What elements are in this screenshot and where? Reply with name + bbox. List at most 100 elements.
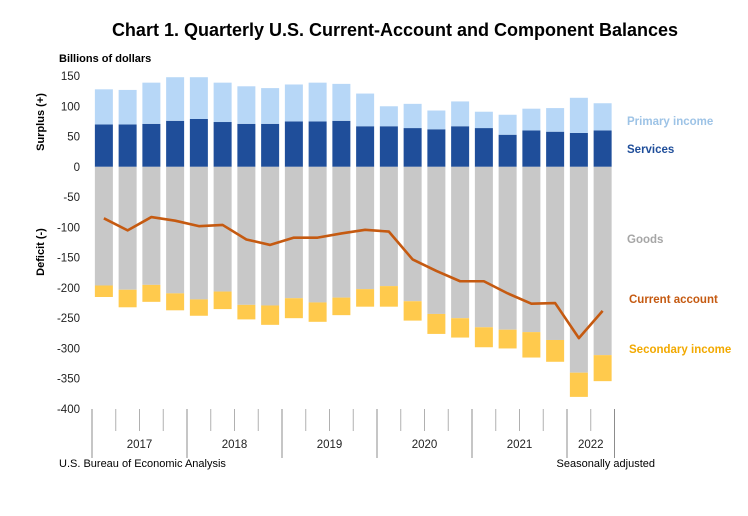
goods-bar — [166, 166, 185, 294]
secondary-income-bar — [189, 299, 208, 316]
secondary-income-bar — [546, 339, 565, 362]
services-bar — [379, 126, 398, 167]
services-bar — [189, 118, 208, 167]
surplus-axis-label: Surplus (+) — [35, 93, 47, 151]
goods-bar — [498, 166, 517, 330]
y-axis: 150 100 50 0 -50 -100 -150 -200 -250 -300 -350 -400 — [57, 71, 80, 416]
secondary-income-bar — [261, 305, 280, 325]
services-bar — [569, 132, 588, 167]
source-note: U.S. Bureau of Economic Analysis — [59, 458, 226, 470]
year-label: 2017 — [127, 439, 153, 451]
y-tick-label: 100 — [61, 101, 80, 113]
services-bar — [308, 121, 327, 167]
services-bar — [142, 123, 161, 167]
primary-income-bar — [474, 111, 493, 129]
y-tick-label: 150 — [61, 71, 80, 83]
services-bar — [118, 124, 137, 167]
goods-bar — [379, 166, 398, 287]
goods-bar — [142, 166, 161, 285]
services-bar — [593, 130, 612, 167]
primary-income-bar — [94, 89, 113, 125]
services-bar — [522, 130, 541, 167]
services-bar — [94, 124, 113, 167]
secondary-income-bar — [498, 329, 517, 349]
y-tick-label: 0 — [74, 162, 80, 174]
goods-bar — [261, 166, 280, 306]
primary-income-bar — [498, 114, 517, 135]
secondary-income-bar — [451, 318, 470, 338]
y-tick-label: -150 — [57, 253, 80, 265]
services-bar — [261, 123, 280, 167]
secondary-income-bar — [213, 291, 232, 310]
services-bar — [213, 122, 232, 167]
services-bar — [237, 123, 256, 167]
primary-income-bar — [166, 77, 185, 121]
x-axis: 2017 2018 2019 2020 2021 2022 — [91, 409, 615, 458]
primary-income-bar — [356, 93, 375, 127]
year-label: 2021 — [507, 439, 533, 451]
secondary-income-bar — [166, 293, 185, 311]
legend-secondary-income: Secondary income — [629, 344, 731, 356]
y-tick-label: -200 — [57, 283, 80, 295]
goods-bar — [593, 166, 612, 356]
primary-income-bar — [213, 82, 232, 123]
primary-income-bar — [403, 103, 422, 129]
secondary-income-bar — [284, 298, 303, 319]
primary-income-bar — [593, 103, 612, 131]
secondary-income-bar — [427, 313, 446, 334]
y-tick-label: -350 — [57, 374, 80, 386]
secondary-income-bar — [94, 285, 113, 297]
secondary-income-bar — [142, 284, 161, 302]
primary-income-bar — [451, 101, 470, 127]
year-label: 2022 — [578, 439, 604, 451]
services-bar — [451, 126, 470, 167]
goods-bar — [237, 166, 256, 305]
year-label: 2019 — [317, 439, 343, 451]
goods-bar — [569, 166, 588, 373]
secondary-income-bar — [379, 286, 398, 307]
goods-bar — [94, 166, 113, 286]
services-bar — [166, 120, 185, 167]
year-label: 2018 — [222, 439, 248, 451]
primary-income-bar — [237, 86, 256, 124]
secondary-income-bar — [593, 355, 612, 382]
goods-bar — [118, 166, 137, 290]
primary-income-bar — [332, 83, 351, 121]
primary-income-bar — [379, 106, 398, 127]
current-account-line — [103, 215, 604, 340]
current-account-series — [103, 215, 604, 340]
year-label: 2020 — [412, 439, 438, 451]
legend-services: Services — [627, 144, 674, 156]
primary-income-bar — [284, 84, 303, 122]
services-bar — [403, 128, 422, 167]
goods-bar — [427, 166, 446, 314]
primary-income-bar — [427, 110, 446, 130]
secondary-income-bar — [522, 332, 541, 358]
primary-income-bar — [569, 97, 588, 133]
secondary-income-bar — [403, 301, 422, 321]
primary-income-bar — [261, 88, 280, 124]
goods-bar — [451, 166, 470, 319]
y-tick-label: -50 — [63, 192, 80, 204]
y-tick-label: -250 — [57, 313, 80, 325]
seasonally-adjusted-note: Seasonally adjusted — [557, 458, 655, 470]
primary-income-bar — [142, 82, 161, 124]
primary-income-bar — [118, 89, 137, 125]
units-label: Billions of dollars — [59, 53, 151, 65]
services-bar — [546, 131, 565, 167]
deficit-axis-label: Deficit (-) — [35, 228, 47, 276]
primary-income-bar — [189, 77, 208, 119]
chart-title: Chart 1. Quarterly U.S. Current-Account … — [112, 20, 678, 40]
goods-bar — [403, 166, 422, 302]
goods-bar — [356, 166, 375, 290]
services-bar — [332, 120, 351, 167]
goods-bar — [189, 166, 208, 300]
services-bar — [356, 126, 375, 167]
goods-bar — [213, 166, 232, 292]
bars — [94, 77, 612, 397]
primary-income-bar — [308, 82, 327, 122]
y-tick-label: 50 — [67, 132, 80, 144]
primary-income-bar — [522, 108, 541, 131]
goods-bar — [546, 166, 565, 340]
